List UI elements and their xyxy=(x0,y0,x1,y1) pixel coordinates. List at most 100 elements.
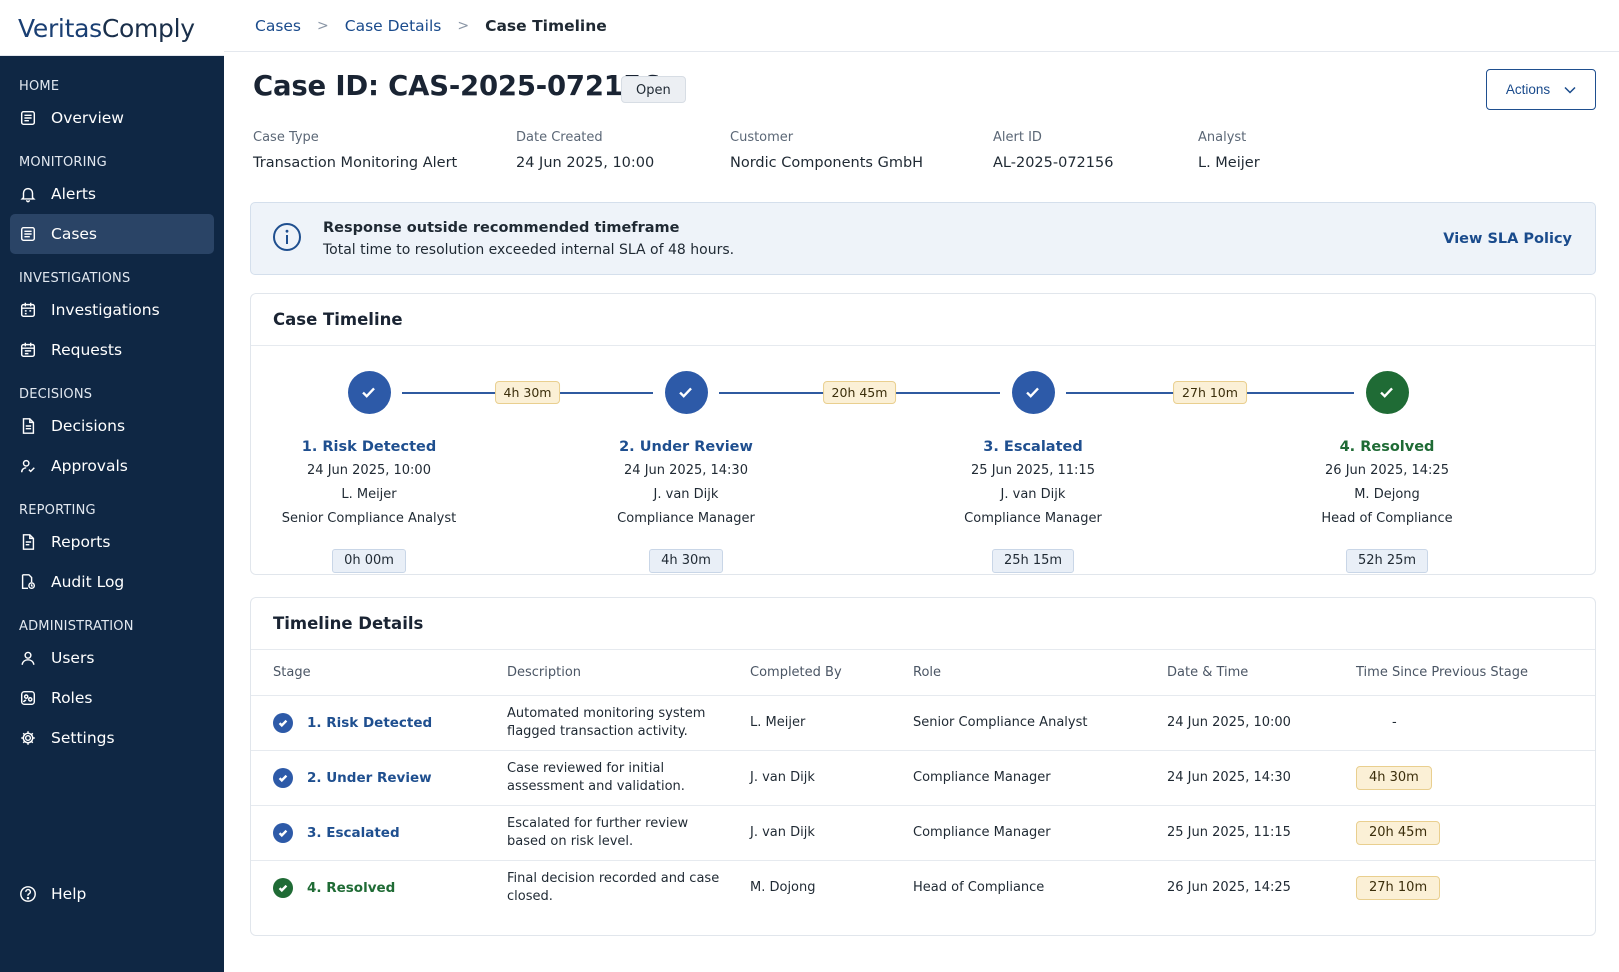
meta-value: L. Meijer xyxy=(1198,155,1260,171)
role-cell: Compliance Manager xyxy=(913,750,1167,806)
approvals-icon xyxy=(19,457,37,475)
table-body: 1. Risk Detected Automated monitoring sy… xyxy=(251,695,1595,915)
meta-value: 24 Jun 2025, 10:00 xyxy=(516,155,655,171)
view-sla-policy-link[interactable]: View SLA Policy xyxy=(1443,231,1572,247)
meta-label: Customer xyxy=(730,130,794,145)
role-cell: Compliance Manager xyxy=(913,805,1167,861)
case-timeline: 4h 30m 20h 45m 27h 10m 1. Risk Detected 24… xyxy=(251,346,1595,582)
step-datetime: 26 Jun 2025, 14:25 xyxy=(1325,463,1449,478)
time-since-cell: - xyxy=(1356,695,1595,751)
sidebar-item-users[interactable]: Users xyxy=(10,638,214,678)
meta-analyst: Analyst L. Meijer xyxy=(1198,130,1260,171)
timeline-details-table: Stage Description Completed By Role Date & T… xyxy=(251,650,1595,915)
sidebar-item-requests[interactable]: Requests xyxy=(10,330,214,370)
sidebar-item-help[interactable]: Help xyxy=(10,874,214,914)
sidebar-item-label: Audit Log xyxy=(51,573,125,591)
case-timeline-card: Case Timeline 4h 30m 20h 45m 27h 10m 1. Ri… xyxy=(250,293,1596,575)
datetime-cell: 24 Jun 2025, 10:00 xyxy=(1167,695,1356,751)
sidebar-item-roles[interactable]: Roles xyxy=(10,678,214,718)
main-content: Case ID: CAS-2025-072156 Open Actions Ca… xyxy=(224,52,1619,972)
sidebar-item-investigations[interactable]: Investigations xyxy=(10,290,214,330)
completed-by-cell: M. Dojong xyxy=(750,880,816,896)
column-header: Date & Time xyxy=(1167,650,1356,696)
nav-section-title: REPORTING xyxy=(19,503,96,518)
sidebar-item-settings[interactable]: Settings xyxy=(10,718,214,758)
overview-icon xyxy=(19,109,37,127)
sla-alert-banner: Response outside recommended timeframe T… xyxy=(250,202,1596,275)
sidebar-item-approvals[interactable]: Approvals xyxy=(10,446,214,486)
page-title: Case ID: CAS-2025-072156 xyxy=(253,70,661,102)
sidebar-item-label: Investigations xyxy=(51,301,160,319)
stage-name[interactable]: 3. Escalated xyxy=(307,824,400,841)
stage-duration-badge: 20h 45m xyxy=(822,381,897,404)
requests-icon xyxy=(19,341,37,359)
sidebar-item-label: Users xyxy=(51,649,95,667)
sidebar: VeritasComply HOME Overview MONITORING Aler… xyxy=(0,0,224,972)
table-header-row: Stage Description Completed By Role Date & T… xyxy=(251,650,1595,696)
role-cell: Senior Compliance Analyst xyxy=(913,695,1167,751)
sidebar-item-label: Alerts xyxy=(51,185,96,203)
table-row[interactable]: 3. Escalated Escalated for further revie… xyxy=(251,805,1595,861)
step-person: L. Meijer xyxy=(341,487,397,502)
stage-cell: 3. Escalated xyxy=(273,822,507,843)
step-name: 1. Risk Detected xyxy=(301,439,437,455)
sidebar-item-reports[interactable]: Reports xyxy=(10,522,214,562)
breadcrumb-cases[interactable]: Cases xyxy=(255,16,302,35)
check-circle-icon xyxy=(273,877,293,898)
sidebar-item-audit-log[interactable]: Audit Log xyxy=(10,562,214,602)
completed-by-cell: J. van Dijk xyxy=(750,750,913,806)
check-circle-icon xyxy=(1011,371,1055,414)
time-since-empty: - xyxy=(1392,715,1397,730)
stage-name[interactable]: 4. Resolved xyxy=(307,879,396,896)
datetime-cell: 24 Jun 2025, 14:30 xyxy=(1167,750,1356,806)
timeline-step[interactable]: 3. Escalated 25 Jun 2025, 11:15 J. van D… xyxy=(928,371,1138,573)
sidebar-item-decisions[interactable]: Decisions xyxy=(10,406,214,446)
column-header: Stage xyxy=(251,650,507,696)
nav-section-title: HOME xyxy=(19,79,60,94)
description-cell: Case reviewed for initial assessment and… xyxy=(507,750,750,806)
reports-icon xyxy=(19,533,37,551)
datetime-cell: 26 Jun 2025, 14:25 xyxy=(1167,880,1291,896)
sidebar-item-label: Help xyxy=(51,885,87,903)
check-circle-icon xyxy=(273,712,293,733)
step-name: 4. Resolved xyxy=(1339,439,1435,455)
step-role: Compliance Manager xyxy=(964,511,1102,526)
sidebar-item-cases[interactable]: Cases xyxy=(10,214,214,254)
step-role: Head of Compliance xyxy=(1321,511,1453,526)
table-row[interactable]: 1. Risk Detected Automated monitoring sy… xyxy=(251,695,1595,751)
stage-duration-badge: 4h 30m xyxy=(494,381,561,404)
stage-cell: 4. Resolved xyxy=(273,877,507,898)
actions-button[interactable]: Actions xyxy=(1486,69,1596,110)
stage-name[interactable]: 1. Risk Detected xyxy=(307,714,433,731)
sidebar-item-label: Cases xyxy=(51,225,98,243)
description-cell: Escalated for further review based on ri… xyxy=(507,805,750,861)
meta-alert-id: Alert ID AL-2025-072156 xyxy=(993,130,1113,171)
step-datetime: 24 Jun 2025, 14:30 xyxy=(624,463,748,478)
stage-name[interactable]: 2. Under Review xyxy=(307,769,432,786)
column-header: Time Since Previous Stage xyxy=(1356,650,1595,696)
sidebar-item-label: Requests xyxy=(51,341,123,359)
sidebar-item-label: Reports xyxy=(51,533,111,551)
table-row[interactable]: 2. Under Review Case reviewed for initia… xyxy=(251,750,1595,806)
sidebar-item-label: Roles xyxy=(51,689,93,707)
column-header: Completed By xyxy=(750,650,913,696)
timeline-step[interactable]: 4. Resolved 26 Jun 2025, 14:25 M. Dejong… xyxy=(1282,371,1492,573)
meta-label: Case Type xyxy=(253,130,319,145)
nav-section-title: INVESTIGATIONS xyxy=(19,271,131,286)
table-row[interactable]: 4. Resolved Final decision recorded and … xyxy=(251,860,1595,915)
nav-section-title: MONITORING xyxy=(19,155,107,170)
timeline-step[interactable]: 1. Risk Detected 24 Jun 2025, 10:00 L. M… xyxy=(264,371,474,573)
breadcrumb-case-details[interactable]: Case Details xyxy=(344,16,442,35)
sidebar-item-alerts[interactable]: Alerts xyxy=(10,174,214,214)
timeline-details-heading: Timeline Details xyxy=(251,598,1595,650)
step-role: Senior Compliance Analyst xyxy=(281,511,457,526)
gear-icon xyxy=(19,729,37,747)
brand-logo[interactable]: VeritasComply xyxy=(0,0,224,56)
check-circle-icon xyxy=(347,371,391,414)
status-badge: Open xyxy=(621,76,686,103)
roles-icon xyxy=(19,689,37,707)
step-person: M. Dejong xyxy=(1354,487,1420,502)
timeline-step[interactable]: 2. Under Review 24 Jun 2025, 14:30 J. va… xyxy=(581,371,791,573)
meta-label: Alert ID xyxy=(993,130,1042,145)
sidebar-item-overview[interactable]: Overview xyxy=(10,98,214,138)
